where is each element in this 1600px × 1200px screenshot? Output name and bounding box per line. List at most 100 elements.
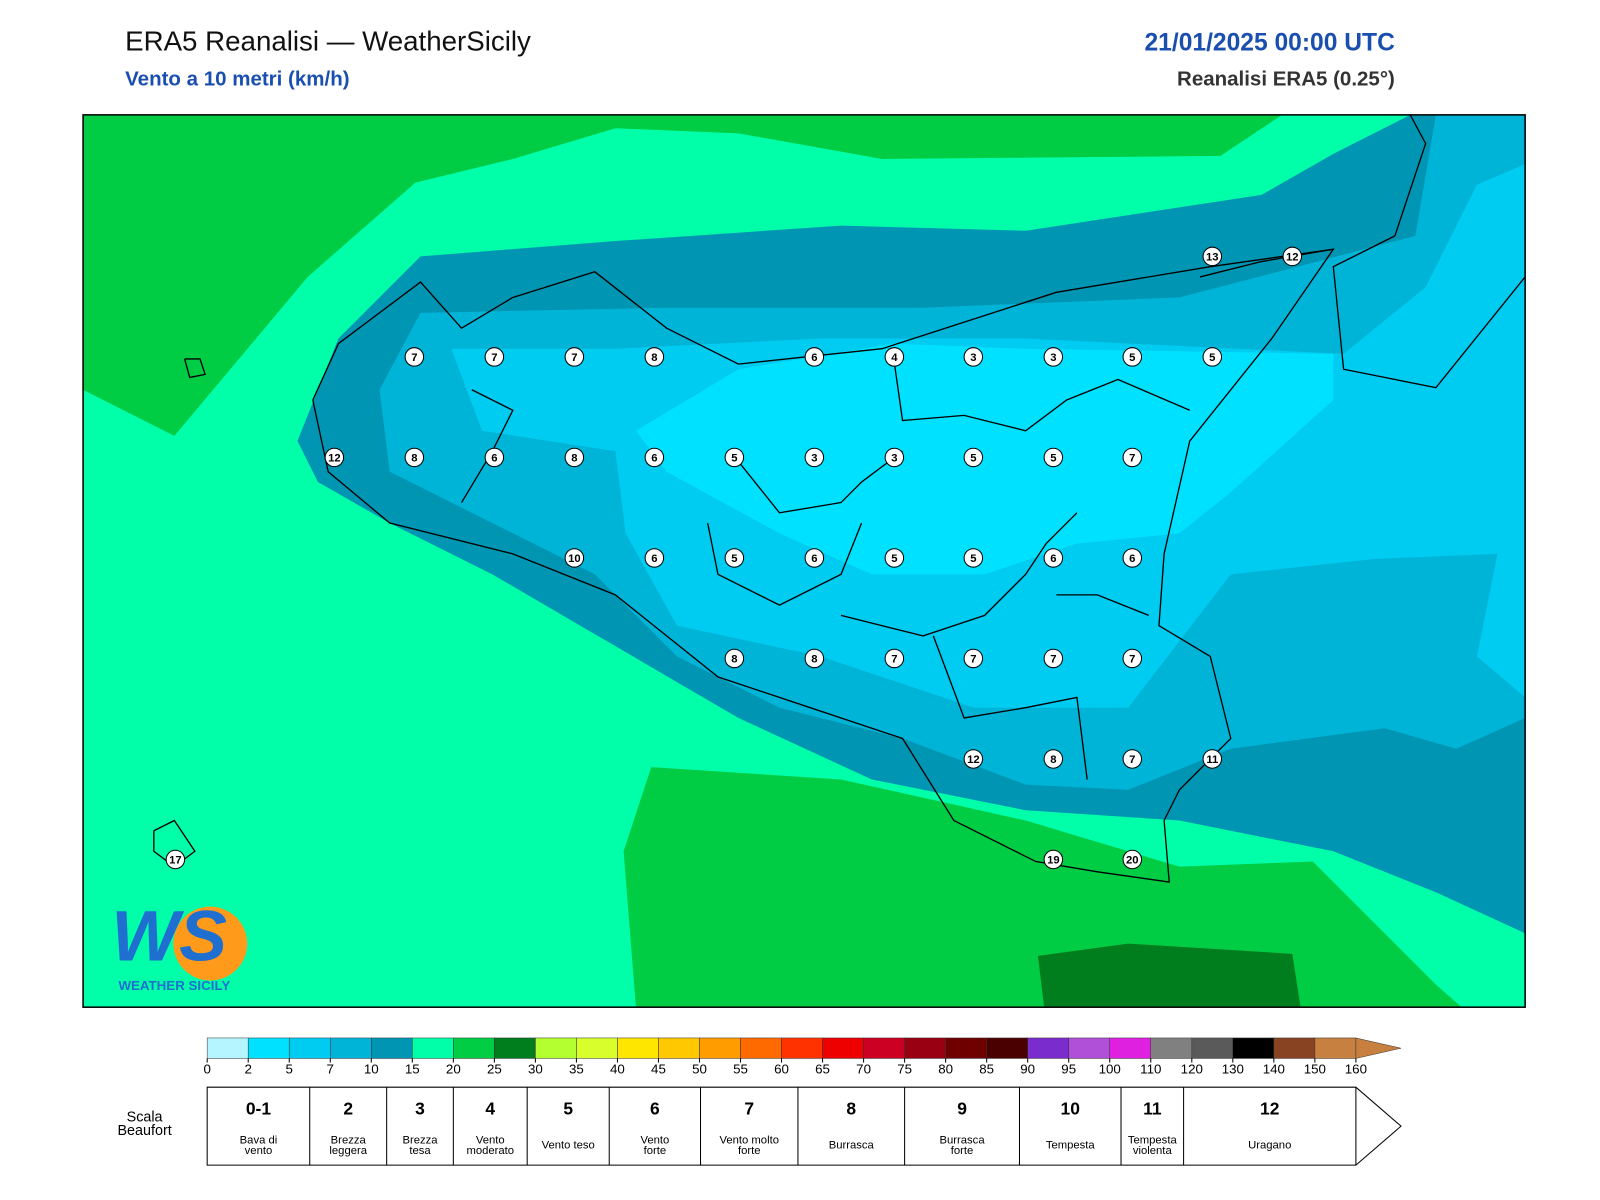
- wind-contour: [1037, 943, 1301, 1008]
- station-marker: [884, 648, 905, 669]
- station-value: 11: [1206, 754, 1218, 766]
- station-value: 4: [891, 352, 898, 364]
- station-value: 5: [731, 452, 737, 464]
- colorbar-swatch: [1273, 1037, 1316, 1059]
- beaufort-label: leggera: [329, 1145, 367, 1157]
- colorbar-swatch: [535, 1037, 577, 1059]
- colorbar-swatch: [986, 1037, 1028, 1059]
- station-value: 5: [1129, 352, 1135, 364]
- station-marker: [404, 347, 425, 367]
- colorbar-swatch: [781, 1037, 823, 1059]
- colorbar-label: 0: [203, 1061, 210, 1076]
- colorbar-label: 110: [1140, 1061, 1161, 1076]
- station-value: 20: [1126, 854, 1139, 866]
- beaufort-label: Brezza: [331, 1134, 367, 1146]
- colorbar-label: 20: [446, 1061, 461, 1076]
- colorbar-swatch: [863, 1037, 905, 1059]
- station-marker: [324, 447, 345, 468]
- beaufort-label: Vento molto: [719, 1134, 779, 1146]
- colorbar-label: 40: [610, 1061, 625, 1076]
- colorbar-label: 25: [487, 1061, 502, 1076]
- station-marker: [804, 447, 825, 468]
- station-marker: [1122, 548, 1143, 568]
- beaufort-label: forte: [738, 1145, 761, 1157]
- beaufort-label: Burrasca: [829, 1140, 875, 1152]
- station-value: 8: [651, 352, 657, 364]
- station-marker: [484, 347, 505, 367]
- beaufort-force: 11: [1143, 1098, 1162, 1118]
- colorbar-swatch: [371, 1037, 413, 1059]
- colorbar-label: 160: [1345, 1061, 1367, 1076]
- station-marker: [564, 347, 585, 367]
- beaufort-force: 9: [957, 1098, 967, 1118]
- beaufort-label: vento: [245, 1145, 273, 1157]
- station-marker: [1202, 749, 1223, 769]
- colorbar-label: 35: [569, 1061, 584, 1076]
- station-marker: [1122, 749, 1143, 769]
- colorbar-label: 100: [1099, 1061, 1121, 1076]
- beaufort-frame: [206, 1086, 1402, 1166]
- colorbar-label: 130: [1222, 1061, 1244, 1076]
- colorbar-label: 15: [405, 1061, 420, 1076]
- station-marker: [884, 447, 905, 468]
- station-marker: [804, 548, 825, 568]
- station-value: 12: [328, 452, 341, 464]
- station-value: 12: [1286, 251, 1299, 263]
- colorbar-swatch: [1068, 1037, 1110, 1059]
- colorbar-swatch: [288, 1037, 331, 1059]
- colorbar-swatch: [822, 1037, 864, 1059]
- station-value: 8: [811, 653, 817, 665]
- colorbar-swatch: [945, 1037, 987, 1059]
- station-marker: [564, 447, 585, 468]
- coastline: [183, 358, 206, 379]
- wind-contour: [623, 767, 1462, 1008]
- station-marker: [1122, 648, 1143, 669]
- station-marker: [884, 548, 905, 568]
- station-marker: [963, 347, 984, 367]
- station-marker: [1122, 347, 1143, 367]
- colorbar-label: 45: [651, 1061, 666, 1076]
- datetime: 21/01/2025 00:00 UTC: [1144, 30, 1395, 57]
- colorbar-label: 50: [692, 1061, 707, 1076]
- colorbar-label: 140: [1263, 1061, 1285, 1076]
- colorbar-label: 80: [938, 1061, 953, 1076]
- colorbar-swatch: [658, 1037, 700, 1059]
- station-marker: [804, 347, 825, 367]
- station-marker: [1043, 447, 1064, 468]
- beaufort-label: Burrasca: [940, 1134, 986, 1146]
- station-value: 7: [1129, 452, 1135, 464]
- colorbar-swatch: [904, 1037, 946, 1059]
- colorbar-label: 55: [733, 1061, 748, 1076]
- station-value: 5: [970, 553, 976, 565]
- coastline: [707, 522, 863, 606]
- station-value: 5: [1050, 452, 1056, 464]
- station-value: 7: [1050, 653, 1056, 665]
- colorbar-swatch: [617, 1037, 659, 1059]
- wind-contour: [635, 343, 1334, 575]
- contours: [83, 114, 1526, 1008]
- colorbar-label: 95: [1061, 1061, 1076, 1076]
- station-marker: [644, 347, 665, 367]
- beaufort-force: 3: [415, 1098, 425, 1118]
- station-marker: [165, 849, 186, 870]
- station-marker: [1282, 246, 1303, 267]
- beaufort-label: Tempesta: [1128, 1134, 1178, 1146]
- beaufort-label: Bava di: [240, 1134, 278, 1146]
- colorbar-swatch: [1150, 1037, 1193, 1059]
- coastline: [460, 389, 514, 503]
- title: ERA5 Reanalisi — WeatherSicily: [125, 25, 531, 56]
- station-marker: [1122, 447, 1143, 468]
- colorbar: 0 2 5 7 10 15 20 25 30 35 40 45 50 55 60 65 70 75 80 85 90 95…: [203, 1037, 1402, 1076]
- map-frame: [82, 114, 1526, 1008]
- colorbar-swatch: [1314, 1037, 1357, 1059]
- colorbar-label: 120: [1181, 1061, 1203, 1076]
- station-value: 5: [1209, 352, 1215, 364]
- beaufort-label: Brezza: [402, 1134, 438, 1146]
- beaufort-label: Uragano: [1248, 1140, 1291, 1152]
- station-value: 17: [169, 854, 182, 866]
- station-marker: [1043, 849, 1064, 870]
- station-marker: [963, 648, 984, 669]
- colorbar-swatch: [1109, 1037, 1152, 1059]
- logo-mark: WS: [111, 897, 227, 977]
